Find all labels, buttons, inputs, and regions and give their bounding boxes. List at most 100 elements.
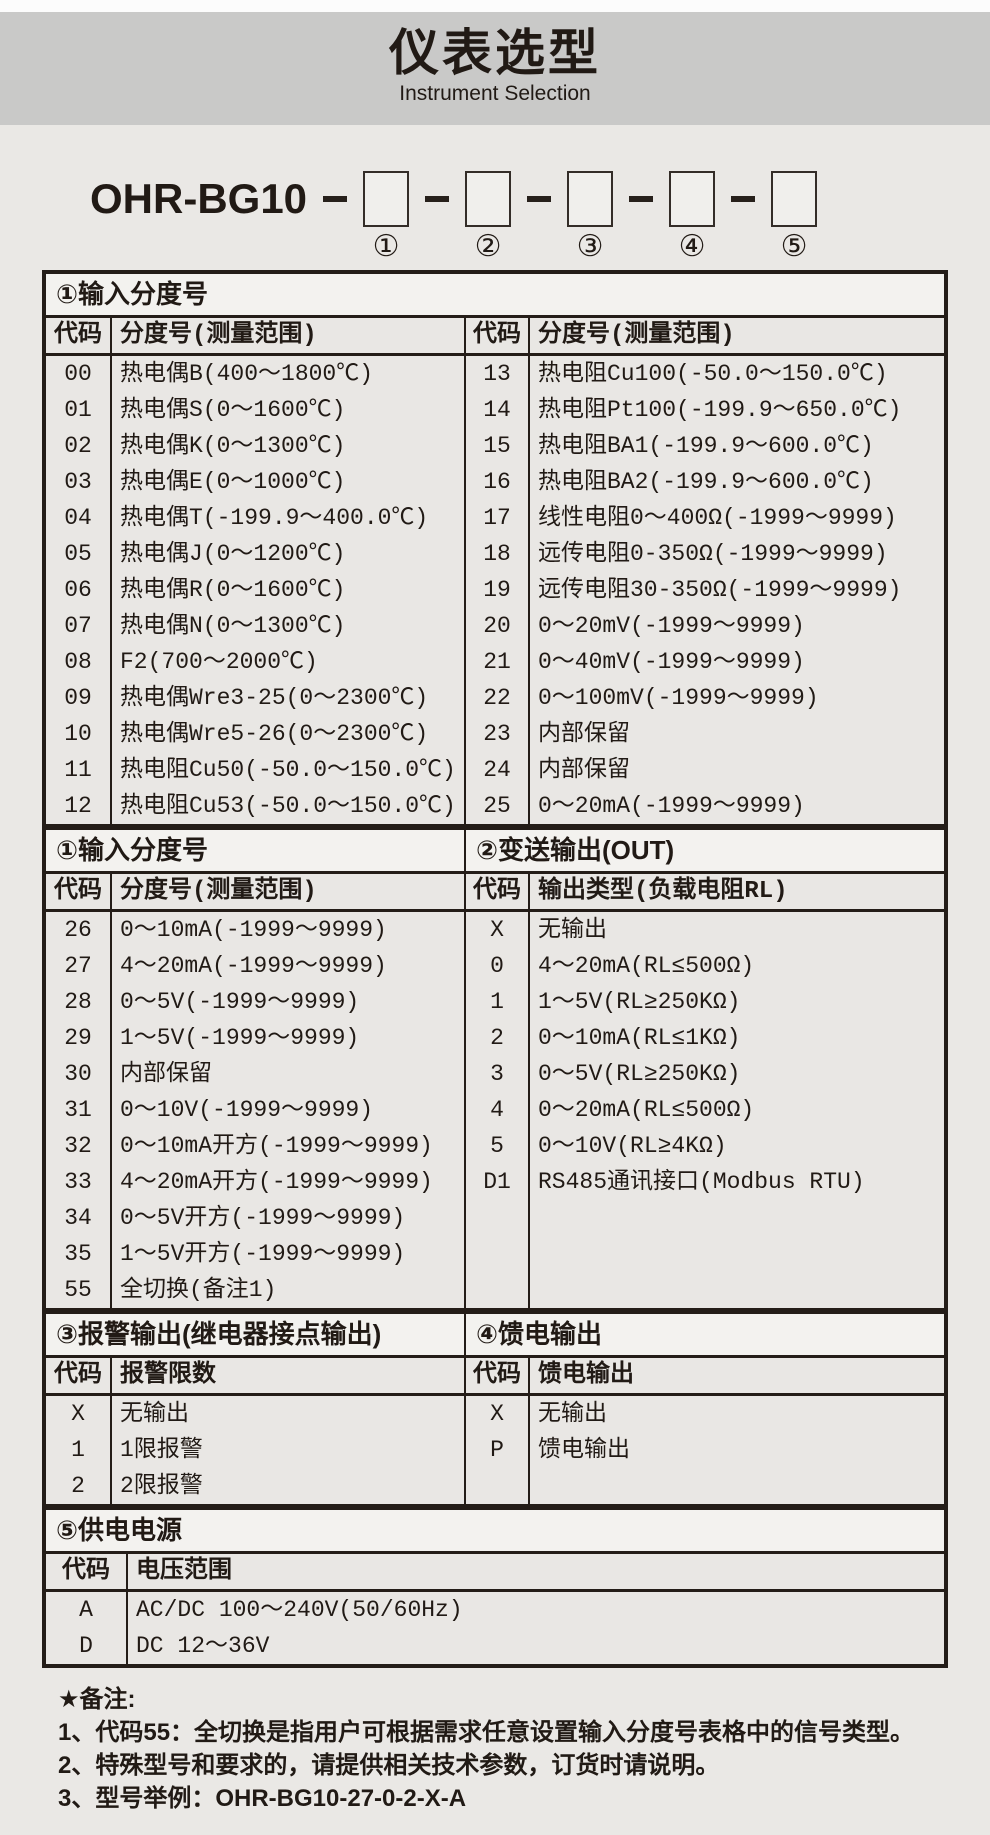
value-cell: 远传电阻0-350Ω(-1999～9999) [538,541,888,567]
column-header: 代码 [464,1358,528,1396]
note-item: 1、代码55：全切换是指用户可根据需求任意设置输入分度号表格中的信号类型。 [58,1719,915,1746]
section-title: ④馈电输出 [464,1314,944,1355]
code-cell: 2 [490,1025,504,1051]
code-cell: 16 [483,469,511,495]
column-header: 分度号(测量范围) [110,318,464,356]
column-header: 代码 [46,318,110,356]
code-cell: 26 [64,917,92,943]
code-column: 26 27 28 29 30 31 32 33 34 35 55 [46,912,110,1308]
value-cell: 0～10mA开方(-1999～9999) [120,1133,433,1159]
code-cell: 1 [71,1437,85,1463]
value-cell: 全切换(备注1) [120,1277,277,1303]
code-cell: 19 [483,577,511,603]
code-cell: 13 [483,361,511,387]
value-cell: 0～5V开方(-1999～9999) [120,1205,406,1231]
section-grid: 代码 分度号(测量范围) 代码 分度号(测量范围) 00 01 02 03 04 05 06 07 08… [46,318,944,824]
code-cell: 17 [483,505,511,531]
page-title: 仪表选型 [389,25,601,81]
value-cell: 4～20mA开方(-1999～9999) [120,1169,433,1195]
code-cell: 05 [64,541,92,567]
value-column: AC/DC 100～240V(50/60Hz) DC 12～36V [126,1592,944,1664]
value-cell: 内部保留 [120,1061,212,1087]
table-section-2: ①输入分度号 ②变送输出(OUT) 代码 分度号(测量范围) 代码 输出类型(负载电阻RL… [42,826,948,1312]
code-cell: 29 [64,1025,92,1051]
value-column: 0～10mA(-1999～9999) 4～20mA(-1999～9999) 0～5V… [110,912,464,1308]
section-title: ①输入分度号 [56,835,209,865]
code-cell: 24 [483,757,511,783]
value-cell: 热电阻Cu100(-50.0～150.0℃) [538,361,888,387]
section-title-row: ③报警输出(继电器接点输出) ④馈电输出 [46,1314,944,1358]
value-cell: 无输出 [120,1401,189,1427]
code-cell: 22 [483,685,511,711]
value-cell: 0～100mV(-1999～9999) [538,685,819,711]
value-cell: 1限报警 [120,1437,203,1463]
value-cell: 热电偶J(0～1200℃) [120,541,346,567]
code-column: 00 01 02 03 04 05 06 07 08 09 10 11 12 [46,356,110,824]
value-cell: 热电偶B(400～1800℃) [120,361,374,387]
section-title: ②变送输出(OUT) [464,830,944,871]
column-header: 代码 [46,1358,110,1396]
code-column: X 0 1 2 3 4 5 D1 [464,912,528,1308]
value-cell: 热电阻Cu50(-50.0～150.0℃) [120,757,456,783]
model-prefix: OHR-BG10 [90,175,308,222]
column-header: 报警限数 [110,1358,464,1396]
column-header: 分度号(测量范围) [110,874,464,912]
value-cell: 馈电输出 [538,1437,630,1463]
value-cell: 1～5V开方(-1999～9999) [120,1241,406,1267]
table-section-4: ⑤供电电源代码 电压范围 A D AC/DC 100～240V(50/60Hz) DC 1… [42,1506,948,1668]
value-cell: 热电偶K(0～1300℃) [120,433,346,459]
value-cell: 热电偶Wre5-26(0～2300℃) [120,721,429,747]
value-cell: DC 12～36V [136,1633,270,1659]
dash-separator [323,196,348,202]
code-cell: X [490,917,504,943]
column-header: 分度号(测量范围) [528,318,944,356]
code-cell: D1 [483,1169,511,1195]
section-grid: 代码 电压范围 A D AC/DC 100～240V(50/60Hz) DC 12～36V [46,1554,944,1664]
model-code-box [771,171,818,227]
value-cell: 热电阻BA2(-199.9～600.0℃) [538,469,874,495]
model-code-box [669,171,716,227]
model-code-line: OHR-BG10 ① ② ③ ④ ⑤ [90,171,990,264]
value-cell: 4～20mA(-1999～9999) [120,953,387,979]
value-cell: 0～10mA(-1999～9999) [120,917,387,943]
code-cell: 18 [483,541,511,567]
code-cell: 08 [64,649,92,675]
notes-title: ★备注: [58,1686,136,1713]
model-slots: ① ② ③ ④ ⑤ [307,171,818,264]
table-section-1: ①输入分度号 代码 分度号(测量范围) 代码 分度号(测量范围) 00 01 02 03 04 05… [42,270,948,828]
value-cell: RS485通讯接口(Modbus RTU) [538,1169,865,1195]
code-cell: 09 [64,685,92,711]
value-cell: 0～40mV(-1999～9999) [538,649,805,675]
value-cell: 0～5V(-1999～9999) [120,989,360,1015]
column-header: 代码 [464,874,528,912]
value-cell: 0～10mA(RL≤1KΩ) [538,1025,741,1051]
code-cell: 34 [64,1205,92,1231]
position-number-icon: ③ [576,229,604,264]
value-cell: 远传电阻30-350Ω(-1999～9999) [538,577,902,603]
model-box-column: ③ [567,171,614,264]
code-cell: 15 [483,433,511,459]
code-column: 13 14 15 16 17 18 19 20 21 22 23 24 25 [464,356,528,824]
value-column: 热电阻Cu100(-50.0～150.0℃) 热电阻Pt100(-199.9～65… [528,356,944,824]
code-cell: 00 [64,361,92,387]
dash-separator [731,196,756,202]
model-slot: ③ [511,171,614,264]
value-cell: F2(700～2000℃) [120,649,318,675]
section-title: ⑤供电电源 [56,1515,183,1545]
section-title-row: ⑤供电电源 [46,1510,944,1554]
code-cell: 06 [64,577,92,603]
position-number-icon: ① [372,229,400,264]
code-cell: A [79,1597,93,1623]
value-cell: 热电偶Wre3-25(0～2300℃) [120,685,429,711]
table-section-3: ③报警输出(继电器接点输出) ④馈电输出 代码 报警限数 代码 馈电输出 X 1 2 无输出 1限报… [42,1310,948,1508]
value-cell: 热电偶N(0～1300℃) [120,613,346,639]
code-cell: 23 [483,721,511,747]
position-number-icon: ④ [678,229,706,264]
value-cell: 1～5V(-1999～9999) [120,1025,360,1051]
section-grid: 代码 报警限数 代码 馈电输出 X 1 2 无输出 1限报警 2限报警 X P 无输出 馈电输出 [46,1358,944,1504]
value-cell: 热电阻BA1(-199.9～600.0℃) [538,433,874,459]
model-box-column: ④ [669,171,716,264]
model-slot: ① [307,171,410,264]
